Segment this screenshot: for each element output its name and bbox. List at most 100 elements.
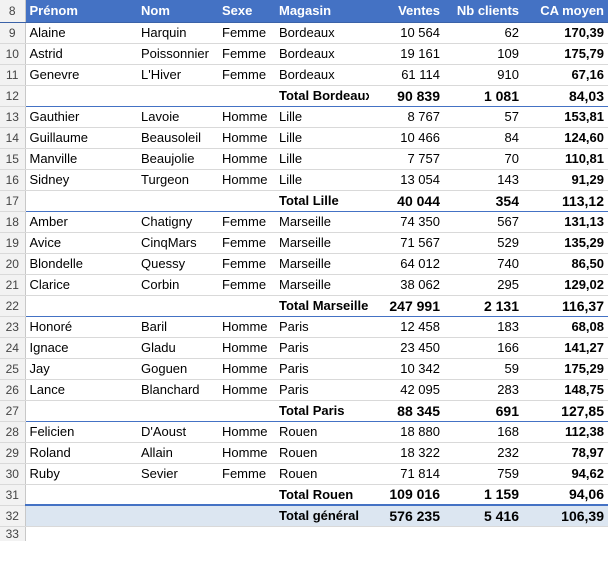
cell-ca-moyen[interactable]: 135,29 bbox=[523, 232, 608, 254]
row-number[interactable]: 30 bbox=[0, 463, 26, 485]
cell-nom[interactable]: D'Aoust bbox=[137, 421, 218, 443]
cell-ventes[interactable]: 38 062 bbox=[369, 274, 444, 296]
cell-prenom[interactable]: Honoré bbox=[25, 316, 137, 338]
cell-nom[interactable]: Gladu bbox=[137, 337, 218, 359]
cell-nb-clients[interactable]: 168 bbox=[444, 421, 523, 443]
row-number[interactable]: 27 bbox=[0, 400, 26, 422]
row-number[interactable]: 11 bbox=[0, 64, 26, 86]
cell-magasin[interactable]: Paris bbox=[275, 379, 369, 401]
cell-nb-clients[interactable]: 740 bbox=[444, 253, 523, 275]
cell-magasin[interactable]: Marseille bbox=[275, 211, 369, 233]
cell-nom[interactable]: Blanchard bbox=[137, 379, 218, 401]
total-label[interactable]: Total Rouen bbox=[275, 483, 369, 506]
cell-magasin[interactable]: Marseille bbox=[275, 253, 369, 275]
cell-ca-moyen[interactable]: 127,85 bbox=[523, 399, 608, 422]
cell-empty[interactable] bbox=[25, 504, 137, 527]
cell-empty[interactable] bbox=[137, 504, 218, 527]
cell-prenom[interactable]: Manville bbox=[25, 148, 137, 170]
cell-magasin[interactable]: Bordeaux bbox=[275, 64, 369, 86]
total-label[interactable]: Total Paris bbox=[275, 399, 369, 422]
row-number[interactable]: 24 bbox=[0, 337, 26, 359]
cell-empty[interactable] bbox=[137, 294, 218, 317]
cell-ventes[interactable]: 10 342 bbox=[369, 358, 444, 380]
cell-ca-moyen[interactable]: 175,79 bbox=[523, 43, 608, 65]
cell-nb-clients[interactable]: 59 bbox=[444, 358, 523, 380]
cell-magasin[interactable]: Marseille bbox=[275, 232, 369, 254]
row-number[interactable]: 21 bbox=[0, 274, 26, 296]
cell-nb-clients[interactable]: 84 bbox=[444, 127, 523, 149]
cell-nom[interactable]: Beaujolie bbox=[137, 148, 218, 170]
row-number[interactable]: 19 bbox=[0, 232, 26, 254]
cell-nb-clients[interactable]: 910 bbox=[444, 64, 523, 86]
row-number[interactable]: 9 bbox=[0, 22, 26, 44]
row-number[interactable]: 31 bbox=[0, 484, 26, 506]
cell-magasin[interactable]: Bordeaux bbox=[275, 22, 369, 44]
cell-empty[interactable] bbox=[137, 483, 218, 506]
cell-ca-moyen[interactable]: 113,12 bbox=[523, 189, 608, 212]
cell-prenom[interactable]: Amber bbox=[25, 211, 137, 233]
cell-magasin[interactable]: Paris bbox=[275, 358, 369, 380]
cell-empty[interactable] bbox=[275, 526, 369, 541]
cell-ventes[interactable]: 10 564 bbox=[369, 22, 444, 44]
cell-nb-clients[interactable]: 57 bbox=[444, 106, 523, 128]
cell-nb-clients[interactable]: 166 bbox=[444, 337, 523, 359]
cell-ventes[interactable]: 74 350 bbox=[369, 211, 444, 233]
cell-nb-clients[interactable]: 1 159 bbox=[444, 483, 523, 506]
cell-ventes[interactable]: 576 235 bbox=[369, 504, 444, 527]
row-number[interactable]: 12 bbox=[0, 85, 26, 107]
cell-ca-moyen[interactable]: 68,08 bbox=[523, 316, 608, 338]
header-magasin[interactable]: Magasin bbox=[275, 0, 369, 23]
cell-empty[interactable] bbox=[523, 526, 608, 541]
cell-sexe[interactable]: Homme bbox=[218, 358, 275, 380]
cell-nom[interactable]: Goguen bbox=[137, 358, 218, 380]
cell-ca-moyen[interactable]: 175,29 bbox=[523, 358, 608, 380]
cell-prenom[interactable]: Gauthier bbox=[25, 106, 137, 128]
cell-ventes[interactable]: 12 458 bbox=[369, 316, 444, 338]
cell-empty[interactable] bbox=[369, 526, 444, 541]
cell-ca-moyen[interactable]: 124,60 bbox=[523, 127, 608, 149]
cell-ca-moyen[interactable]: 116,37 bbox=[523, 294, 608, 317]
cell-magasin[interactable]: Bordeaux bbox=[275, 43, 369, 65]
cell-ca-moyen[interactable]: 112,38 bbox=[523, 421, 608, 443]
cell-ventes[interactable]: 13 054 bbox=[369, 169, 444, 191]
cell-ca-moyen[interactable]: 141,27 bbox=[523, 337, 608, 359]
cell-prenom[interactable]: Jay bbox=[25, 358, 137, 380]
row-number[interactable]: 29 bbox=[0, 442, 26, 464]
row-number[interactable]: 16 bbox=[0, 169, 26, 191]
cell-empty[interactable] bbox=[444, 526, 523, 541]
cell-nom[interactable]: Chatigny bbox=[137, 211, 218, 233]
cell-ventes[interactable]: 88 345 bbox=[369, 399, 444, 422]
cell-magasin[interactable]: Lille bbox=[275, 169, 369, 191]
cell-empty[interactable] bbox=[218, 294, 275, 317]
cell-prenom[interactable]: Ruby bbox=[25, 463, 137, 485]
cell-empty[interactable] bbox=[25, 526, 137, 541]
row-number[interactable]: 33 bbox=[0, 526, 26, 541]
row-number[interactable]: 15 bbox=[0, 148, 26, 170]
cell-sexe[interactable]: Homme bbox=[218, 442, 275, 464]
cell-ca-moyen[interactable]: 170,39 bbox=[523, 22, 608, 44]
row-number[interactable]: 22 bbox=[0, 295, 26, 317]
cell-nb-clients[interactable]: 5 416 bbox=[444, 504, 523, 527]
cell-nb-clients[interactable]: 2 131 bbox=[444, 294, 523, 317]
row-number[interactable]: 17 bbox=[0, 190, 26, 212]
cell-empty[interactable] bbox=[218, 483, 275, 506]
cell-magasin[interactable]: Rouen bbox=[275, 463, 369, 485]
cell-magasin[interactable]: Marseille bbox=[275, 274, 369, 296]
cell-ca-moyen[interactable]: 153,81 bbox=[523, 106, 608, 128]
cell-sexe[interactable]: Homme bbox=[218, 127, 275, 149]
cell-empty[interactable] bbox=[25, 399, 137, 422]
cell-prenom[interactable]: Alaine bbox=[25, 22, 137, 44]
header-sexe[interactable]: Sexe bbox=[218, 0, 275, 23]
cell-nb-clients[interactable]: 232 bbox=[444, 442, 523, 464]
row-number[interactable]: 25 bbox=[0, 358, 26, 380]
cell-empty[interactable] bbox=[218, 399, 275, 422]
cell-sexe[interactable]: Homme bbox=[218, 316, 275, 338]
row-number[interactable]: 32 bbox=[0, 505, 26, 527]
cell-prenom[interactable]: Felicien bbox=[25, 421, 137, 443]
cell-magasin[interactable]: Lille bbox=[275, 106, 369, 128]
row-number[interactable]: 20 bbox=[0, 253, 26, 275]
row-number[interactable]: 26 bbox=[0, 379, 26, 401]
cell-empty[interactable] bbox=[218, 84, 275, 107]
cell-ca-moyen[interactable]: 84,03 bbox=[523, 84, 608, 107]
cell-nb-clients[interactable]: 283 bbox=[444, 379, 523, 401]
